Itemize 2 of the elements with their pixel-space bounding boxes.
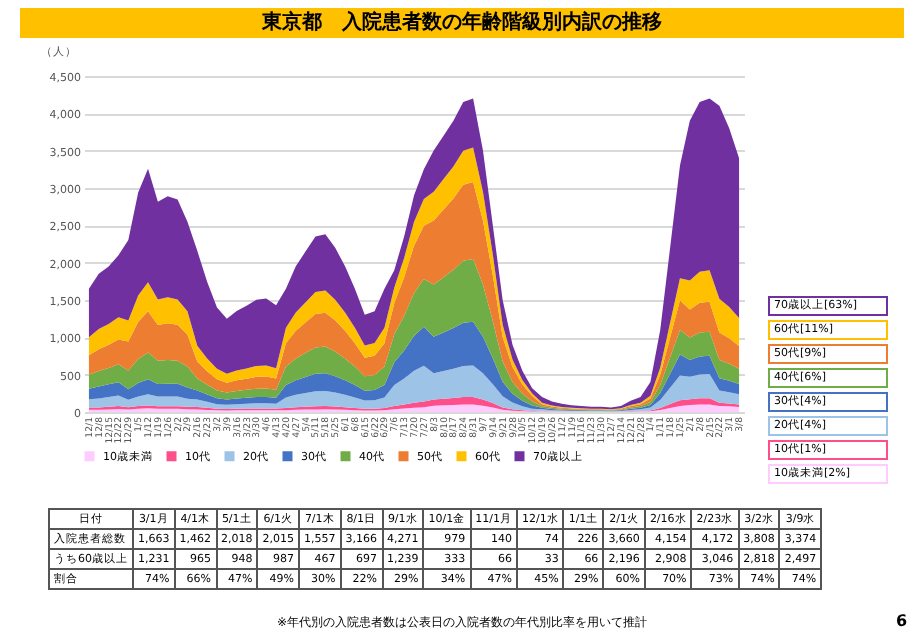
text: 6: [896, 612, 908, 630]
chart-title: 東京都 入院患者数の年齢階級別内訳の推移: [20, 8, 904, 38]
